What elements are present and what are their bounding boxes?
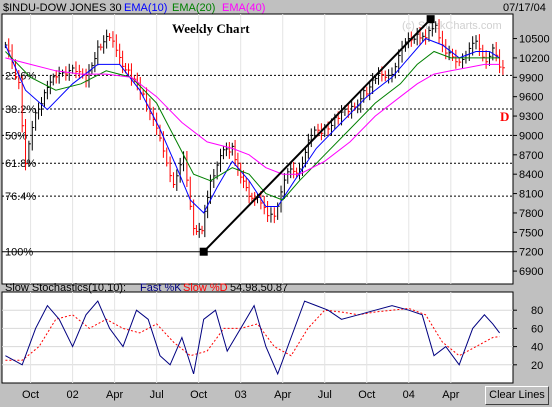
ema40-legend: EMA(40) [222, 2, 265, 14]
clear-lines-button[interactable]: Clear Lines [485, 386, 549, 405]
stoch-title: Slow Stochastics(10,10): [5, 282, 126, 294]
x-tick-label: Apr [274, 389, 291, 401]
y-tick-label: 7500 [519, 227, 543, 239]
x-tick-label: 03 [235, 389, 247, 401]
ema40-line [5, 57, 500, 175]
stoch-y-tick-label: 40 [531, 342, 543, 354]
y-tick-label: 9300 [519, 111, 543, 123]
fastk-legend: Fast %K [140, 282, 182, 294]
stoch-y-tick-label: 20 [531, 360, 543, 372]
x-tick-label: Oct [190, 389, 207, 401]
fib-level-label: 61.8% [5, 158, 36, 170]
x-tick-label: Jul [150, 389, 164, 401]
stoch-y-tick-label: 60 [531, 323, 543, 335]
y-tick-label: 8100 [519, 189, 543, 201]
stochastics-plot-area [1, 291, 514, 384]
stoch-y-tick-label: 80 [531, 305, 543, 317]
x-tick-label: Apr [442, 389, 459, 401]
y-tick-label: 10200 [519, 53, 550, 65]
y-tick-label: 7800 [519, 208, 543, 220]
x-tick-label: 02 [66, 389, 78, 401]
ema20-legend: EMA(20) [172, 2, 215, 14]
y-tick-label: 6900 [519, 266, 543, 278]
chart-date: 07/17/04 [503, 2, 546, 14]
fastk-line [5, 300, 500, 376]
ema10-legend: EMA(10) [124, 2, 167, 14]
ema20-line [5, 50, 500, 201]
fib-level-label: 76.4% [5, 191, 36, 203]
price-plot-area [1, 13, 514, 285]
y-tick-label: 7200 [519, 247, 543, 259]
slowd-line [5, 307, 500, 361]
y-tick-label: 8700 [519, 150, 543, 162]
slowd-legend: Slow %D [183, 282, 228, 294]
annotation-d: D [500, 109, 509, 124]
y-tick-label: 8400 [519, 169, 543, 181]
trendline-end-handle [426, 15, 435, 24]
x-tick-label: Oct [358, 389, 375, 401]
x-tick-label: Apr [106, 389, 123, 401]
symbol-label: $INDU-DOW JONES 30 [3, 2, 122, 14]
trendline [202, 18, 432, 253]
y-tick-label: 9900 [519, 72, 543, 84]
x-tick-label: Oct [22, 389, 39, 401]
stoch-values: 54.98,50.87 [230, 282, 288, 294]
fib-level-label: 50% [5, 130, 27, 142]
x-tick-label: Jul [318, 389, 332, 401]
y-tick-label: 9000 [519, 130, 543, 142]
fib-level-label: 38.2% [5, 104, 36, 116]
fib-level-label: 23.6% [5, 70, 36, 82]
fib-level-label: 100% [5, 247, 33, 259]
x-tick-label: 04 [403, 389, 415, 401]
ema10-line [4, 37, 500, 214]
chart-title: Weekly Chart [172, 21, 250, 36]
y-tick-label: 10500 [519, 34, 550, 46]
trendline-start-handle [199, 247, 208, 256]
y-tick-label: 9600 [519, 92, 543, 104]
